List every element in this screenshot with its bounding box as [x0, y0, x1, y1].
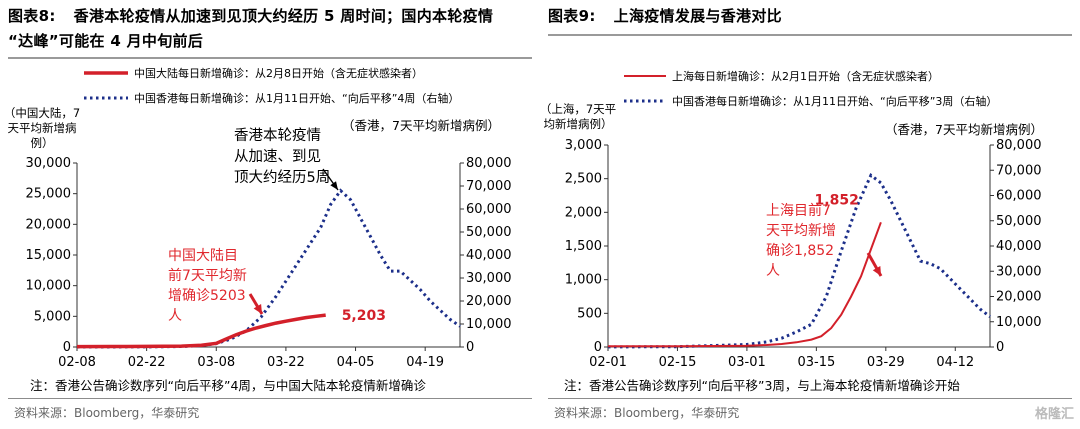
mainland-series-line [608, 221, 882, 348]
watermark-logo: 格隆汇 [1034, 407, 1074, 422]
x-tick-label: 03-01 [728, 355, 766, 370]
left-axis-title: 均新增病例） [544, 117, 613, 131]
right-tick-label: 0 [996, 340, 1004, 355]
right-tick-label: 70,000 [996, 163, 1042, 178]
end-value-label: 1,852 [815, 192, 859, 208]
hk-arrow-head [330, 181, 338, 190]
title-line-2: “达峰”可能在 4 月中旬前后 [8, 32, 204, 50]
source-text: 资料来源：Bloomberg，华泰研究 [554, 406, 740, 420]
right-tick-label: 70,000 [466, 179, 512, 194]
right-tick-label: 30,000 [466, 271, 512, 286]
right-tick-label: 10,000 [466, 317, 512, 332]
right-axis-title: （香港，7天平均新增病例） [342, 118, 500, 133]
right-tick-label: 10,000 [996, 315, 1042, 330]
mainland-annotation: 天平均新增 [766, 223, 836, 239]
x-tick-label: 02-01 [589, 355, 627, 370]
mainland-annotation: 中国大陆目 [168, 248, 238, 264]
chart-9: 0 500 1,000 1,500 2,000 2,500 3,000 0 10,000 20,0… [540, 69, 1043, 393]
legend-label-hk: 中国香港每日新增确诊：从1月11日开始、“向后平移”3周（右轴） [672, 94, 997, 108]
chart-note: 注：香港公告确诊数序列“向后平移”3周，与上海本轮疫情新增确诊开始 [564, 378, 960, 393]
title-line-1: 香港本轮疫情从加速到见顶大约经历 5 周时间；国内本轮疫情 [73, 7, 494, 25]
left-tick-label: 2,500 [565, 172, 602, 187]
right-tick-label: 40,000 [996, 239, 1042, 254]
x-tick-label: 02-08 [58, 355, 96, 370]
left-tick-label: 1,500 [565, 239, 602, 254]
x-tick-label: 04-05 [337, 355, 375, 370]
figure-label: 图表8: [8, 7, 56, 25]
figure-title: 图表8: 香港本轮疫情从加速到见顶大约经历 5 周时间；国内本轮疫情 “达峰”可能… [8, 4, 528, 54]
left-tick-label: 20,000 [26, 217, 72, 232]
x-tick-label: 03-22 [267, 355, 305, 370]
x-tick-label: 03-15 [797, 355, 835, 370]
source-rule [548, 398, 1072, 399]
left-tick-label: 0 [594, 340, 602, 355]
left-tick-label: 10,000 [26, 279, 72, 294]
legend-label-mainland: 中国大陆每日新增确诊：从2月8日开始（含无症状感染者） [134, 66, 423, 80]
hk-annotation: 从加速、到见 [234, 148, 321, 165]
left-tick-label: 5,000 [34, 309, 71, 324]
legend-label-hk: 中国香港每日新增确诊：从1月11日开始、“向后平移”4周（右轴） [134, 91, 459, 105]
left-tick-label: 15,000 [26, 248, 72, 263]
right-tick-label: 50,000 [466, 225, 512, 240]
left-tick-label: 3,000 [565, 138, 602, 153]
x-tick-label: 03-29 [867, 355, 905, 370]
right-tick-label: 0 [466, 340, 474, 355]
end-value-label: 5,203 [342, 308, 386, 324]
hk-annotation: 顶大约经历5周 [234, 169, 330, 186]
figure-9-panel: 图表9: 上海疫情发展与香港对比 0 500 1,000 1,500 2,000 2,500… [540, 0, 1080, 429]
mainland-annotation: 增确诊5203 [168, 288, 246, 304]
x-tick-label: 03-08 [197, 355, 235, 370]
left-axis-title: （中国大陆，7 [4, 106, 80, 120]
chart-8: 0 5,000 10,000 15,000 20,000 25,000 30,000 0 10,… [4, 66, 512, 393]
left-tick-label: 0 [63, 340, 71, 355]
hk-series-line [607, 172, 991, 349]
right-tick-label: 60,000 [996, 189, 1042, 204]
left-tick-label: 1,000 [565, 273, 602, 288]
right-tick-label: 80,000 [996, 138, 1042, 153]
mainland-annotation: 前7天平均新 [168, 267, 247, 284]
right-tick-label: 20,000 [466, 294, 512, 309]
x-tick-label: 04-12 [936, 355, 974, 370]
title-rule [8, 57, 532, 59]
right-tick-label: 80,000 [466, 156, 512, 171]
x-tick-label: 02-22 [128, 355, 166, 370]
left-axis-title: 天平均新增病 [8, 121, 77, 135]
hk-annotation: 香港本轮疫情 [234, 127, 321, 144]
legend-label-mainland: 上海每日新增确诊：从2月1日开始（含无症状感染者） [672, 69, 939, 83]
right-axis-title: （香港，7天平均新增病例） [885, 122, 1043, 137]
mainland-annotation: 确诊1,852 [766, 243, 834, 259]
left-axis-title: （上海，7天平 [540, 102, 616, 116]
mainland-series-line [76, 313, 326, 349]
mainland-arrow-head [872, 266, 881, 276]
title-rule [548, 34, 1072, 36]
mainland-annotation: 上海目前7 [766, 202, 831, 219]
left-tick-label: 25,000 [26, 187, 72, 202]
chart-note: 注：香港公告确诊数序列“向后平移”4周，与中国大陆本轮疫情新增确诊 [30, 378, 426, 393]
x-tick-label: 02-15 [659, 355, 697, 370]
right-tick-label: 60,000 [466, 202, 512, 217]
mainland-arrow-head [253, 304, 262, 314]
figure-label: 图表9: [548, 7, 596, 25]
figure-8-panel: 图表8: 香港本轮疫情从加速到见顶大约经历 5 周时间；国内本轮疫情 “达峰”可能… [4, 4, 532, 420]
left-axis-title: 例） [31, 136, 54, 150]
right-tick-label: 50,000 [996, 214, 1042, 229]
left-tick-label: 2,000 [565, 205, 602, 220]
title-line-1: 上海疫情发展与香港对比 [613, 7, 782, 25]
mainland-annotation: 人 [766, 263, 780, 279]
right-tick-label: 20,000 [996, 290, 1042, 305]
source-text: 资料来源：Bloomberg，华泰研究 [14, 406, 200, 420]
right-tick-label: 40,000 [466, 248, 512, 263]
right-tick-label: 30,000 [996, 264, 1042, 279]
figure-title: 图表9: 上海疫情发展与香港对比 [548, 4, 1068, 29]
left-tick-label: 30,000 [26, 156, 72, 171]
mainland-annotation: 人 [168, 308, 182, 324]
x-tick-label: 04-19 [406, 355, 444, 370]
source-rule [8, 398, 532, 399]
left-tick-label: 500 [577, 306, 602, 321]
